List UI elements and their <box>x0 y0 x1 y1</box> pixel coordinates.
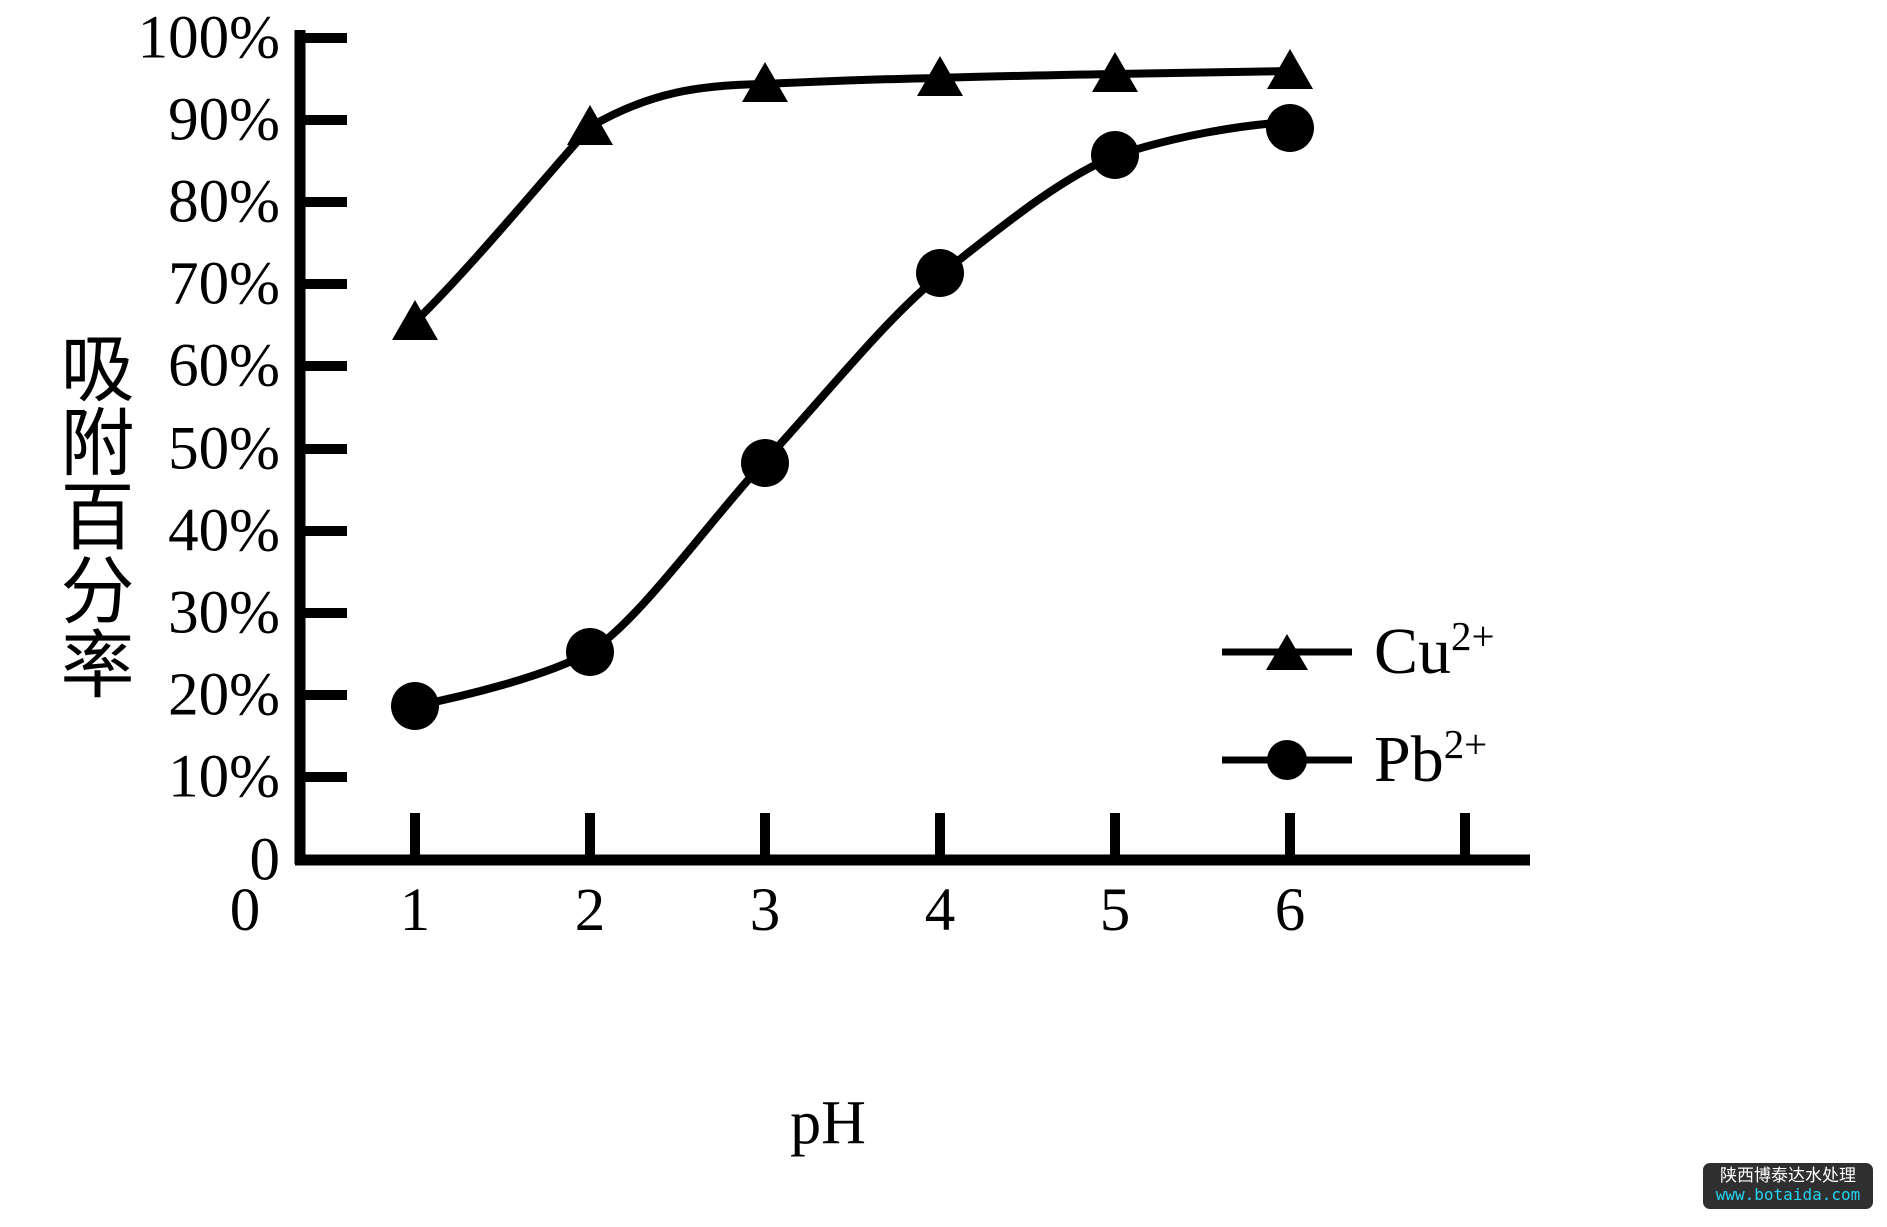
watermark-url: www.botaida.com <box>1715 1185 1861 1205</box>
y-tick-label-30: 30% <box>168 579 280 647</box>
y-tick-label-40: 40% <box>168 497 280 565</box>
chart-legend: Cu2+ Pb2+ <box>1222 616 1562 812</box>
y-tick-label-0: 0 <box>249 826 281 894</box>
x-tick-label-4: 4 <box>924 877 956 944</box>
x-tick-label-6: 6 <box>1274 877 1306 944</box>
legend-label-pb-text: Pb <box>1374 723 1444 796</box>
legend-item-cu[interactable]: Cu2+ <box>1222 616 1495 685</box>
legend-label-cu-charge: 2+ <box>1451 614 1495 659</box>
y-tick-label-70: 70% <box>168 250 280 318</box>
legend-label-pb: Pb2+ <box>1352 724 1487 793</box>
y-axis-title: 吸附百分率 <box>48 330 134 700</box>
triangle-marker-icon <box>1266 634 1308 670</box>
circle-marker-icon <box>1267 740 1307 780</box>
y-tick-label-90: 90% <box>168 86 280 154</box>
y-tick-label-60: 60% <box>168 332 280 400</box>
watermark-company: 陕西博泰达水处理 <box>1720 1166 1856 1186</box>
legend-swatch-pb <box>1222 740 1352 780</box>
x-tick-label-1: 1 <box>399 877 431 944</box>
x-tick-label-0: 0 <box>229 877 261 944</box>
series-markers-pb <box>391 104 1314 730</box>
legend-swatch-cu <box>1222 632 1352 672</box>
x-tick-label-2: 2 <box>574 877 606 944</box>
y-tick-label-10: 10% <box>168 743 280 811</box>
legend-label-cu: Cu2+ <box>1352 616 1495 685</box>
series-line-cu <box>412 67 1291 325</box>
x-axis-title: pH <box>790 1089 866 1157</box>
y-tick-label-50: 50% <box>168 415 280 483</box>
legend-item-pb[interactable]: Pb2+ <box>1222 724 1487 793</box>
x-tick-label-3: 3 <box>749 877 781 944</box>
legend-label-pb-charge: 2+ <box>1443 722 1488 767</box>
y-tick-label-80: 80% <box>168 168 280 236</box>
y-axis-ticks <box>300 33 347 782</box>
series-line-pb <box>414 118 1291 710</box>
y-tick-label-20: 20% <box>168 661 280 729</box>
legend-label-cu-text: Cu <box>1374 615 1452 688</box>
x-axis-ticks <box>410 813 1470 860</box>
x-tick-label-5: 5 <box>1099 877 1131 944</box>
y-tick-label-100: 100% <box>137 4 280 72</box>
series-markers-cu <box>392 49 1313 340</box>
watermark-badge: 陕西博泰达水处理 www.botaida.com <box>1703 1163 1873 1209</box>
